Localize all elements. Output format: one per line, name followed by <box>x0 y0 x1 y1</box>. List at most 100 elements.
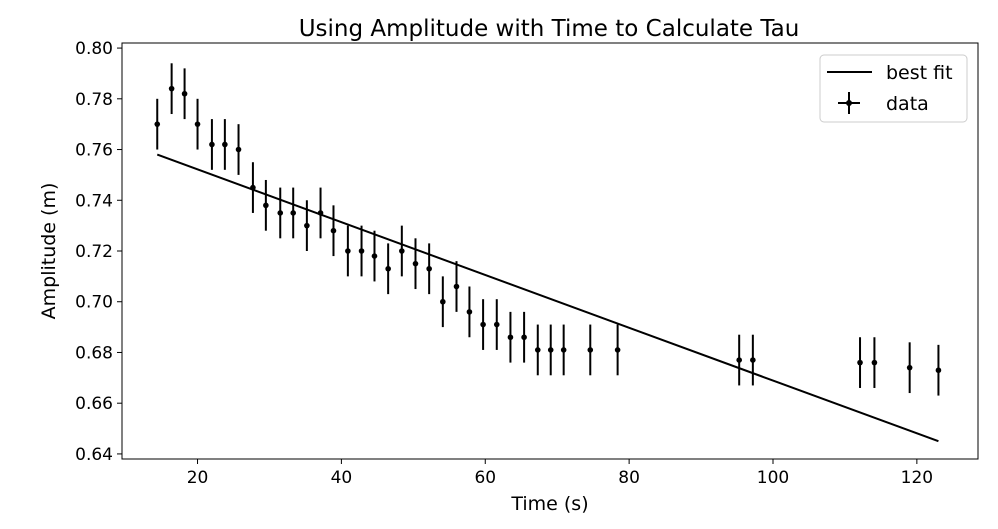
data-marker <box>480 321 486 328</box>
data-point <box>235 124 242 175</box>
data-marker <box>168 85 175 92</box>
data-point <box>507 311 514 363</box>
data-point <box>871 337 878 388</box>
y-tick-label: 0.66 <box>75 394 113 414</box>
data-marker <box>250 184 256 191</box>
data-marker <box>750 357 756 363</box>
data-point <box>154 98 161 150</box>
data-point <box>750 334 756 386</box>
y-axis-label: Amplitude (m) <box>38 183 60 320</box>
data-marker <box>587 347 594 353</box>
y-tick-label: 0.78 <box>75 90 113 110</box>
data-point <box>250 162 256 213</box>
data-point <box>358 225 365 277</box>
data-marker <box>399 248 405 254</box>
data-point <box>181 68 188 120</box>
data-marker <box>521 334 527 341</box>
legend-label-best-fit: best fit <box>886 62 953 84</box>
data-marker <box>453 283 460 290</box>
data-marker <box>358 248 365 254</box>
data-point <box>399 225 405 277</box>
data-point <box>587 324 594 376</box>
data-marker <box>277 210 284 216</box>
data-marker <box>235 146 242 153</box>
data-marker <box>304 222 310 229</box>
data-point <box>935 344 942 396</box>
x-axis-label: Time (s) <box>510 493 588 515</box>
data-marker <box>194 121 201 127</box>
data-point <box>534 324 541 376</box>
data-marker <box>154 121 161 127</box>
data-point <box>614 324 621 376</box>
legend-data-swatch-dot <box>846 100 852 106</box>
data-marker <box>614 347 621 353</box>
data-point <box>290 187 297 239</box>
x-tick-label: 100 <box>757 468 789 488</box>
best-fit-layer <box>156 153 939 443</box>
data-marker <box>493 321 500 328</box>
data-marker <box>412 260 419 267</box>
data-marker <box>857 359 863 366</box>
data-marker <box>871 359 878 366</box>
data-marker <box>507 334 514 341</box>
legend-label-data: data <box>886 93 929 115</box>
data-marker <box>345 248 351 254</box>
x-tick-label: 80 <box>618 468 640 488</box>
y-tick-label: 0.74 <box>75 191 113 211</box>
data-point <box>371 230 378 282</box>
y-tick-label: 0.76 <box>75 141 113 161</box>
data-marker <box>317 210 324 216</box>
data-point <box>330 205 337 257</box>
y-tick-label: 0.68 <box>75 343 113 363</box>
chart-title: Using Amplitude with Time to Calculate T… <box>299 16 800 42</box>
data-point <box>480 299 486 350</box>
data-marker <box>466 309 473 315</box>
data-point <box>493 299 500 350</box>
y-tick-label: 0.72 <box>75 242 113 262</box>
data-point <box>277 187 284 239</box>
data-points-layer <box>154 63 942 396</box>
data-marker <box>906 364 913 371</box>
x-tick-label: 20 <box>187 468 209 488</box>
data-marker <box>263 202 269 209</box>
data-point <box>209 119 215 170</box>
x-tick-label: 40 <box>331 468 353 488</box>
data-marker <box>426 265 432 272</box>
data-point <box>440 276 446 328</box>
x-tick-label: 120 <box>901 468 933 488</box>
data-marker <box>547 347 554 353</box>
data-marker <box>534 347 541 353</box>
data-point <box>426 243 432 295</box>
data-point <box>560 324 567 376</box>
data-point <box>521 311 527 363</box>
data-point <box>906 342 913 394</box>
data-marker <box>371 253 378 259</box>
data-point <box>222 119 228 170</box>
y-tick-label: 0.80 <box>75 39 113 59</box>
data-point <box>857 337 863 388</box>
data-marker <box>222 141 228 148</box>
data-point <box>453 261 460 312</box>
data-marker <box>736 357 742 363</box>
data-point <box>168 63 175 115</box>
data-marker <box>209 141 215 148</box>
data-point <box>736 334 742 386</box>
data-point <box>194 98 201 150</box>
data-marker <box>560 347 567 353</box>
data-point <box>263 179 269 231</box>
data-marker <box>290 210 297 216</box>
data-marker <box>385 265 391 272</box>
data-point <box>385 243 391 295</box>
data-point <box>304 200 310 251</box>
data-marker <box>935 367 942 374</box>
x-tick-label: 60 <box>474 468 496 488</box>
data-marker <box>330 227 337 234</box>
y-tick-label: 0.70 <box>75 293 113 313</box>
data-marker <box>181 90 188 97</box>
best-fit-line <box>156 153 939 443</box>
data-point <box>466 286 473 338</box>
data-point <box>547 324 554 376</box>
legend: best fit data <box>819 54 968 123</box>
data-point <box>317 187 324 239</box>
